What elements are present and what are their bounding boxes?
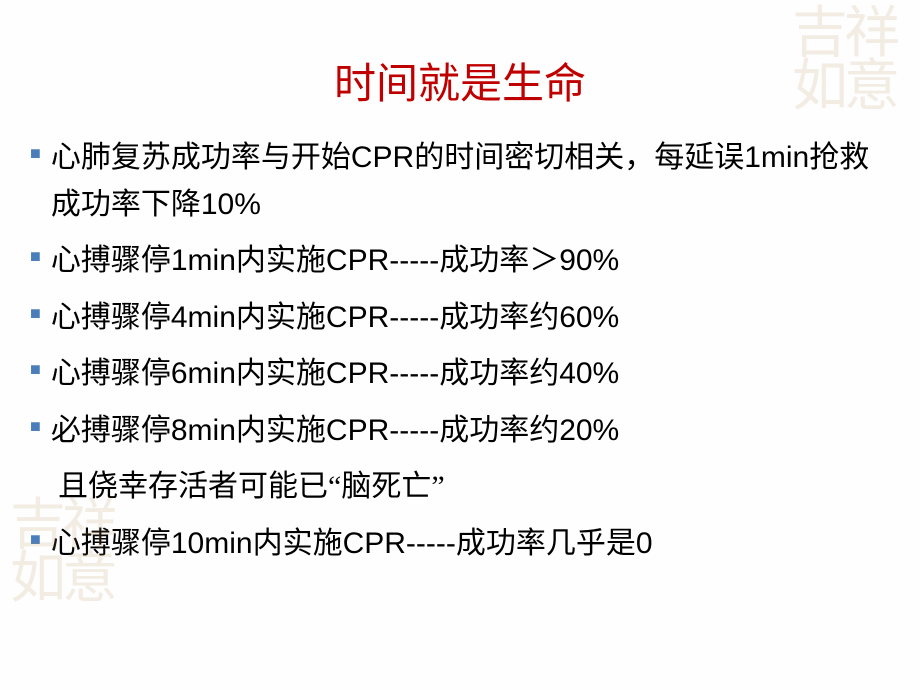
sub-line: 且侥幸存活者可能已“脑死亡” — [58, 464, 890, 511]
item-text: 心搏骤停4min内实施CPR-----成功率约60% — [51, 295, 619, 342]
list-item: ■ 心搏骤停4min内实施CPR-----成功率约60% — [30, 295, 890, 342]
bullet-icon: ■ — [30, 303, 41, 324]
bullet-icon: ■ — [30, 246, 41, 267]
bullet-icon: ■ — [30, 143, 41, 164]
bullet-icon: ■ — [30, 416, 41, 437]
list-item: ■ 必搏骤停8min内实施CPR-----成功率约20% — [30, 408, 890, 455]
slide-title: 时间就是生命 — [0, 0, 920, 135]
item-text: 心搏骤停6min内实施CPR-----成功率约40% — [51, 351, 619, 398]
list-item: ■ 心搏骤停1min内实施CPR-----成功率＞90% — [30, 238, 890, 285]
bullet-icon: ■ — [30, 359, 41, 380]
slide-content: ■ 心肺复苏成功率与开始CPR的时间密切相关，每延误1min抢救成功率下降10%… — [0, 135, 920, 567]
item-text: 心搏骤停10min内实施CPR-----成功率几乎是0 — [51, 521, 653, 568]
item-text: 必搏骤停8min内实施CPR-----成功率约20% — [51, 408, 619, 455]
item-text: 心搏骤停1min内实施CPR-----成功率＞90% — [51, 238, 619, 285]
list-item: ■ 心搏骤停6min内实施CPR-----成功率约40% — [30, 351, 890, 398]
list-item: ■ 心搏骤停10min内实施CPR-----成功率几乎是0 — [30, 521, 890, 568]
list-item: ■ 心肺复苏成功率与开始CPR的时间密切相关，每延误1min抢救成功率下降10% — [30, 135, 890, 228]
bullet-icon: ■ — [30, 529, 41, 550]
item-text: 心肺复苏成功率与开始CPR的时间密切相关，每延误1min抢救成功率下降10% — [51, 135, 890, 228]
